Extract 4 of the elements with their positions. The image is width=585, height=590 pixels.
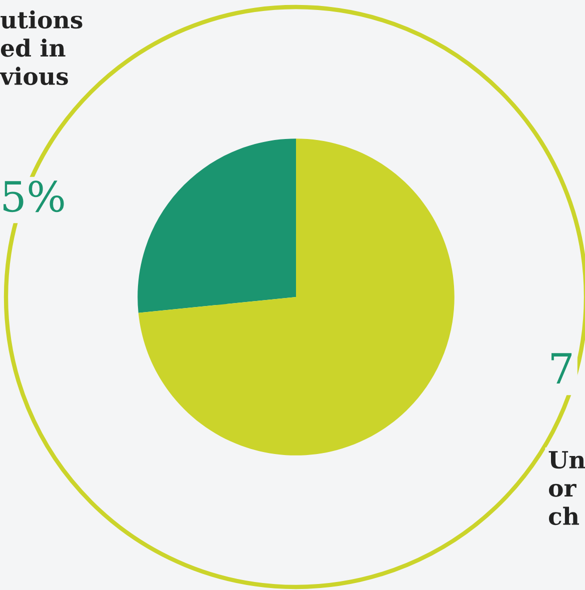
text: Un or ch [548, 451, 585, 526]
text: 7 [552, 353, 572, 384]
text: 5% [4, 180, 64, 212]
text: utions ed in vious [0, 10, 82, 86]
